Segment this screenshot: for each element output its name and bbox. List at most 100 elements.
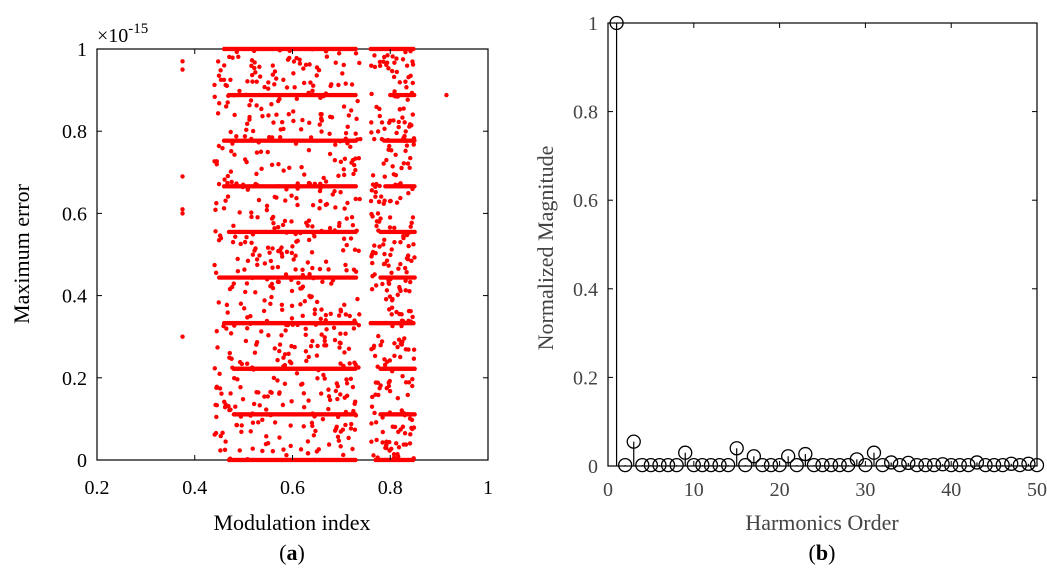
panel-b-stem-marker <box>755 457 770 473</box>
panel-a-point <box>294 239 299 244</box>
panel-a-point <box>221 77 227 82</box>
panel-a-point <box>410 59 415 64</box>
panel-a-point <box>227 456 233 461</box>
panel-a-point <box>239 423 244 428</box>
panel-a-point <box>251 367 256 372</box>
panel-b-stem-marker <box>695 457 710 473</box>
panel-a-point <box>347 313 352 319</box>
panel-a-point <box>377 244 382 249</box>
panel-a-point <box>392 341 397 346</box>
panel-a-point <box>321 175 326 181</box>
panel-a-point <box>382 357 387 362</box>
panel-a-point <box>369 287 375 292</box>
panel-a-point <box>387 143 392 149</box>
panel-a-point <box>317 188 323 194</box>
panel-a-point <box>220 145 225 151</box>
panel-b-ytick-label: 0.4 <box>573 279 598 301</box>
panel-a-point <box>410 215 416 220</box>
panel-a-point <box>338 361 343 366</box>
panel-a-point <box>341 62 346 68</box>
panel-a-point <box>218 448 223 453</box>
panel-a-point <box>271 375 277 381</box>
panel-a-point <box>280 222 286 228</box>
panel-a-point <box>269 101 274 107</box>
panel-a-point <box>298 127 304 132</box>
panel-a-point <box>318 198 323 204</box>
panel-a-outlier <box>180 211 185 216</box>
panel-a-point <box>330 192 335 197</box>
panel-a-point <box>264 277 270 282</box>
panel-a-point <box>250 420 256 425</box>
panel-a-point <box>403 148 408 154</box>
panel-a-point <box>302 172 307 177</box>
panel-a-point <box>408 432 413 437</box>
panel-a-point <box>232 323 237 328</box>
panel-a-point <box>235 256 240 262</box>
panel-a-point <box>348 144 353 150</box>
panel-a-point <box>376 228 381 233</box>
panel-a-point <box>318 95 323 101</box>
panel-a-point <box>213 207 218 213</box>
panel-a-point <box>254 79 259 84</box>
panel-a-point <box>317 266 323 272</box>
panel-a-point <box>389 270 394 276</box>
panel-a-point <box>277 348 282 354</box>
panel-a-point <box>342 350 347 355</box>
panel-a-point <box>402 138 407 143</box>
panel-a-point <box>336 223 342 229</box>
panel-a-point <box>386 66 391 71</box>
panel-a-point <box>244 127 249 133</box>
panel-a-point <box>392 239 397 245</box>
panel-a-point <box>295 186 300 191</box>
panel-a-point <box>228 169 234 174</box>
panel-a-point <box>342 206 347 211</box>
panel-a-point <box>394 200 400 205</box>
panel-a-point <box>251 401 257 407</box>
panel-a-point <box>377 59 383 65</box>
panel-a-point <box>305 223 310 228</box>
panel-a-point <box>314 353 320 358</box>
panel-a-point <box>248 98 254 103</box>
panel-a-point <box>372 410 377 416</box>
panel-a-point <box>312 457 317 463</box>
panel-a-point <box>346 435 351 441</box>
panel-a-point <box>309 294 314 299</box>
panel-a-point <box>282 352 288 357</box>
panel-b-stem-marker <box>875 457 890 473</box>
panel-a-xtick-label: 0.2 <box>85 477 110 499</box>
panel-a-point <box>344 381 350 386</box>
panel-a-point <box>373 194 378 199</box>
panel-a-point <box>214 200 219 206</box>
panel-a-point <box>221 323 226 329</box>
panel-a-point <box>307 181 313 186</box>
panel-a-point <box>401 235 406 241</box>
panel-b-stem-marker <box>669 457 684 473</box>
panel-a-point <box>310 338 315 344</box>
panel-a-point <box>286 111 291 117</box>
panel-a-point <box>303 349 309 354</box>
panel-a-point <box>356 365 361 370</box>
panel-a-point <box>399 342 404 347</box>
panel-a-point <box>390 323 395 329</box>
panel-a-point <box>348 236 354 241</box>
panel-a-point <box>407 289 412 294</box>
panel-a-point <box>373 392 378 397</box>
panel-a-point <box>385 53 390 58</box>
panel-a-point <box>310 224 315 229</box>
panel-a-point <box>319 332 324 337</box>
panel-a-point <box>270 265 275 270</box>
panel-a-point <box>336 438 342 443</box>
panel-a-point <box>262 298 267 303</box>
panel-a-point <box>228 391 233 396</box>
panel-a-point <box>249 214 254 220</box>
panel-a-point <box>407 416 413 421</box>
panel-a-point <box>290 322 295 327</box>
panel-a-point <box>356 156 362 161</box>
panel-a-point <box>344 216 349 221</box>
panel-a-point <box>229 356 234 361</box>
panel-a-point <box>381 261 387 267</box>
panel-a-point <box>353 275 359 280</box>
panel-a-point <box>389 247 394 252</box>
panel-a-point <box>296 280 301 286</box>
